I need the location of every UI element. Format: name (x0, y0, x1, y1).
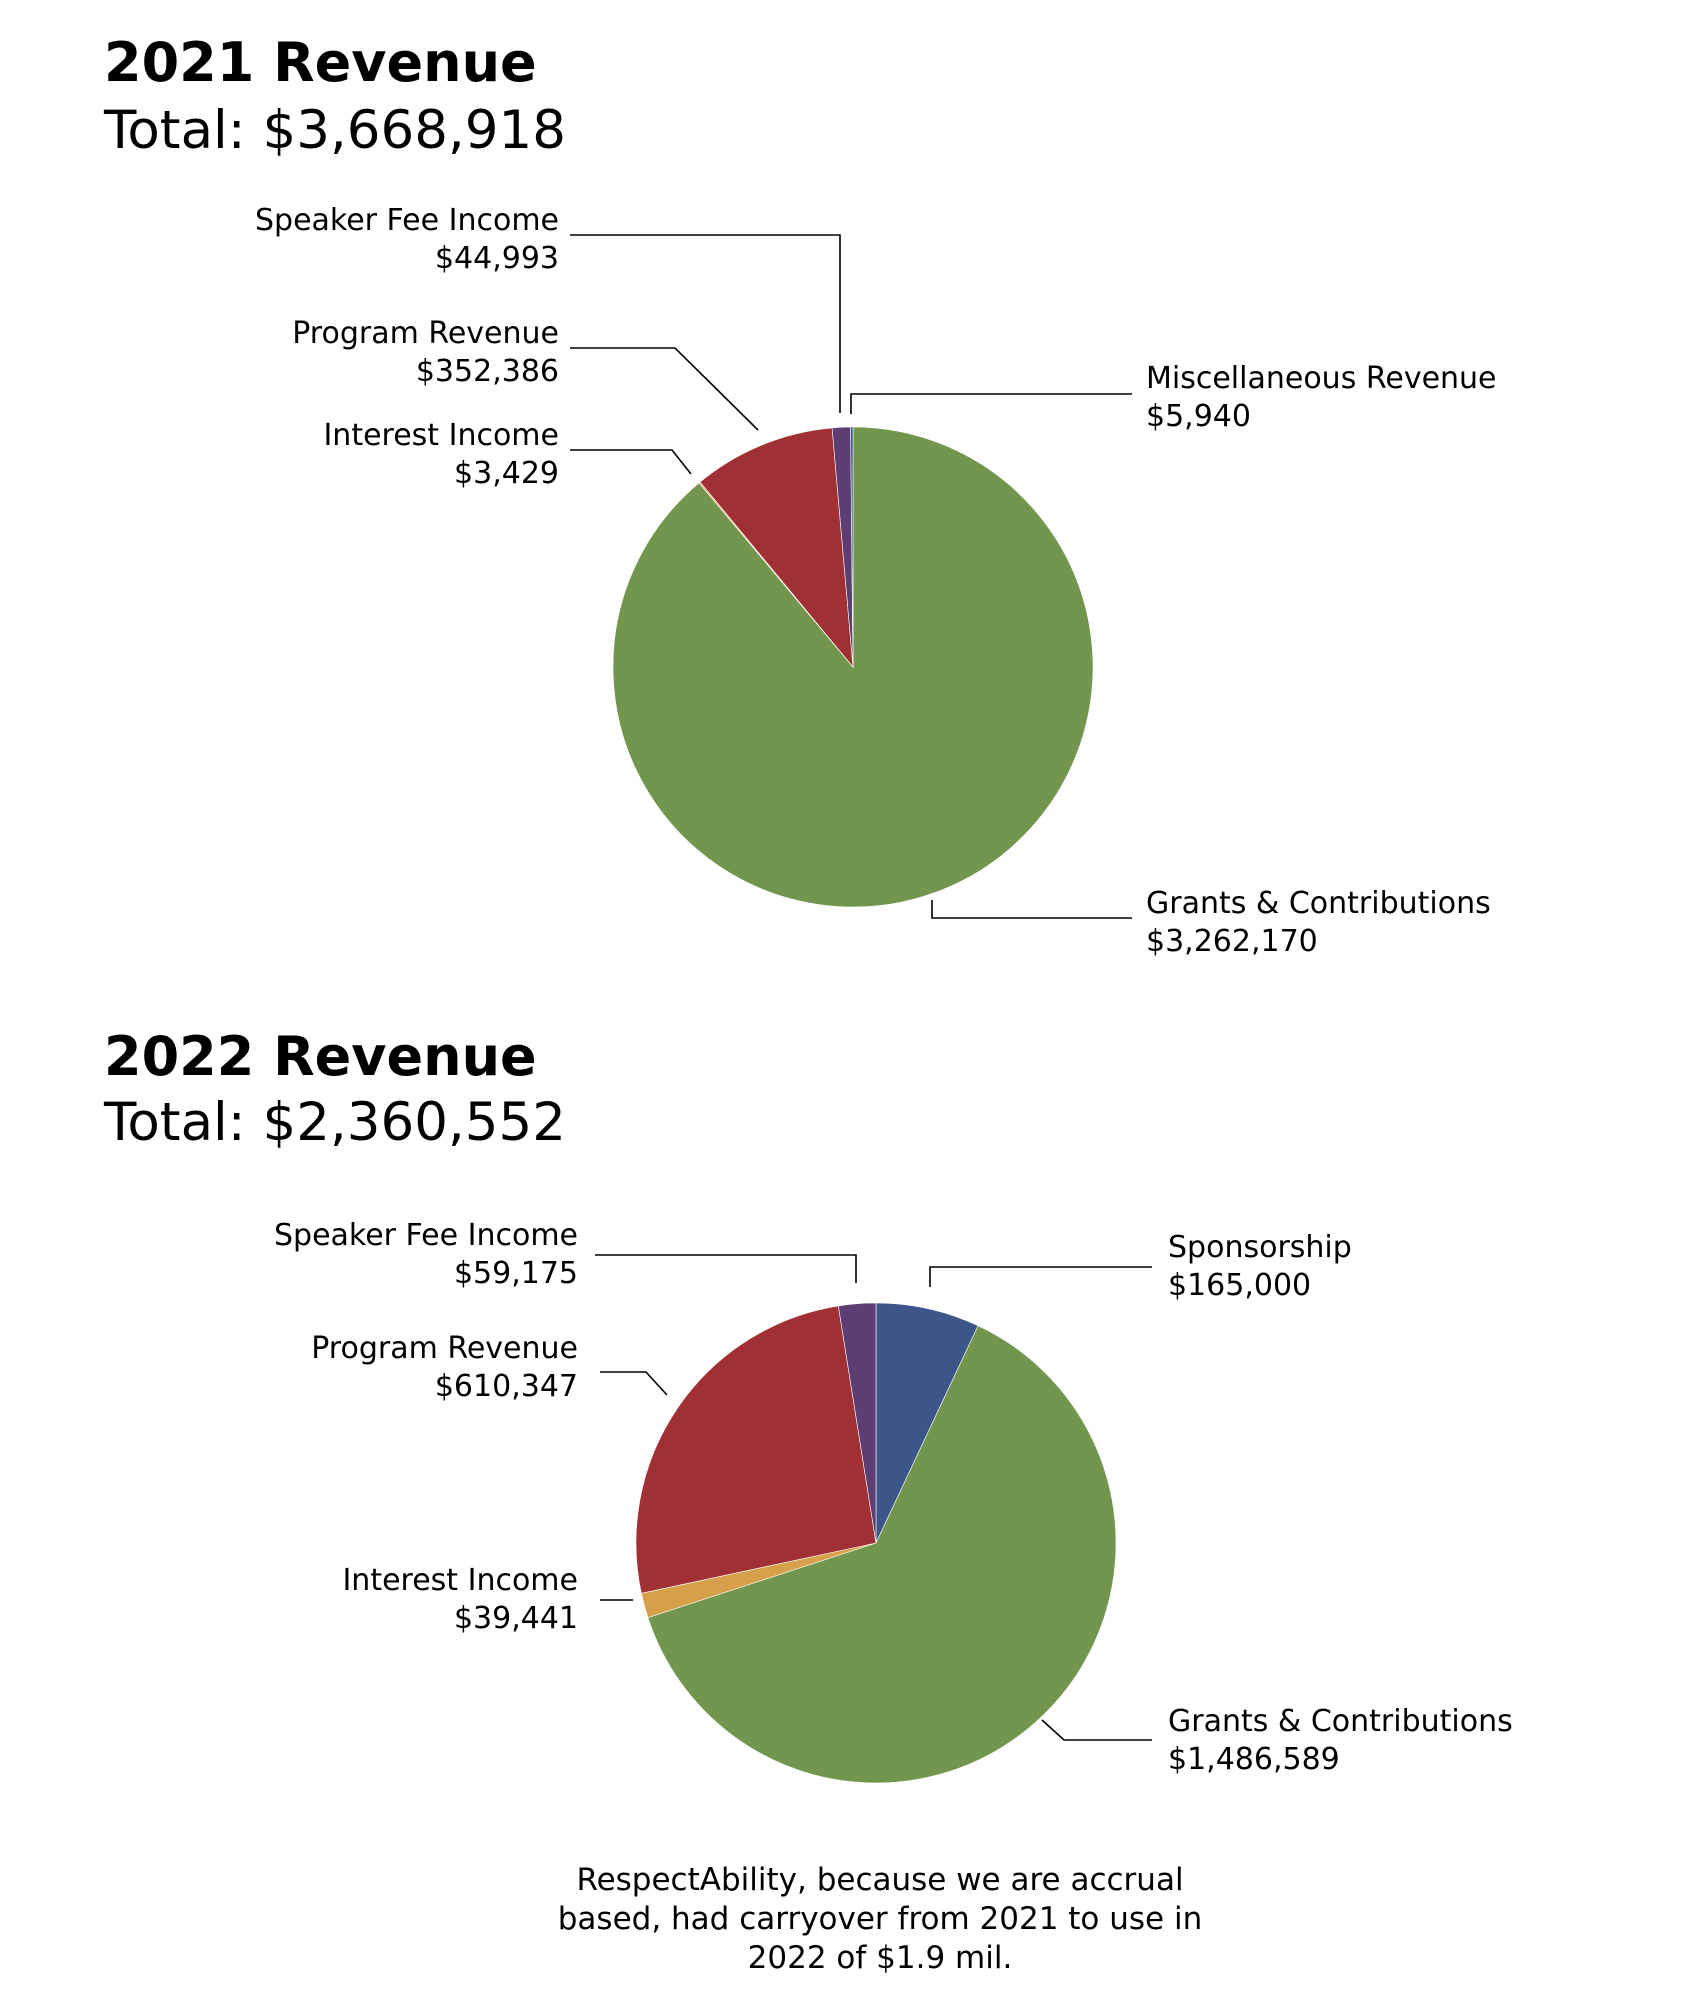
leader-line (1041, 1719, 1152, 1741)
slice-label-program-revenue: Program Revenue $352,386 (292, 316, 559, 389)
footnote-line: 2022 of $1.9 mil. (748, 1940, 1013, 1976)
footnote-line: RespectAbility, because we are accrual (576, 1862, 1183, 1898)
pie-slice-speaker-fee-income (838, 1302, 877, 1544)
chart-subtitle: Total: $3,668,918 (103, 100, 566, 161)
slice-label-interest-income: Interest Income $3,429 (323, 418, 559, 491)
chart-2022: 2022 Revenue Total: $2,360,552 Speaker F… (103, 1025, 1513, 1784)
leader-line (595, 1254, 857, 1283)
slice-label-grants-contributions: Grants & Contributions $3,262,170 (1146, 886, 1491, 959)
pie-2022 (635, 1302, 1117, 1784)
slice-label-value: $3,429 (454, 456, 559, 491)
leader-line (929, 1266, 1152, 1287)
slice-label-name: Program Revenue (292, 316, 559, 351)
slice-label-speaker-fee-income: Speaker Fee Income $44,993 (255, 203, 559, 276)
leader-line (570, 347, 759, 431)
slice-label-name: Speaker Fee Income (255, 203, 559, 238)
pie-slice-grants-contributions (647, 1325, 1117, 1784)
leader-line (570, 234, 841, 413)
pie-slice-sponsorship (875, 1302, 979, 1544)
slice-label-value: $39,441 (454, 1601, 578, 1636)
slice-label-value: $44,993 (435, 241, 559, 276)
chart-subtitle: Total: $2,360,552 (103, 1092, 566, 1153)
slice-label-name: Speaker Fee Income (274, 1218, 578, 1253)
slice-label-value: $3,262,170 (1146, 924, 1318, 959)
chart-title: 2021 Revenue (104, 31, 537, 94)
slice-label-name: Interest Income (323, 418, 559, 453)
slice-label-value: $610,347 (435, 1369, 578, 1404)
slice-label-grants-contributions: Grants & Contributions $1,486,589 (1168, 1704, 1513, 1777)
leader-line (570, 449, 692, 475)
slice-label-interest-income: Interest Income $39,441 (342, 1563, 578, 1636)
pie-slice-program-revenue (635, 1305, 877, 1594)
slice-label-name: Program Revenue (311, 1331, 578, 1366)
leader-line (931, 900, 1132, 919)
pie-2021 (612, 426, 1094, 908)
slice-label-miscellaneous-revenue: Miscellaneous Revenue $5,940 (1146, 361, 1497, 434)
footnote: RespectAbility, because we are accrual b… (558, 1862, 1202, 1976)
slice-label-program-revenue: Program Revenue $610,347 (311, 1331, 578, 1404)
pie-slice-program-revenue (699, 427, 854, 668)
leader-line (600, 1371, 668, 1396)
slice-label-name: Grants & Contributions (1146, 886, 1491, 921)
slice-label-value: $1,486,589 (1168, 1742, 1340, 1777)
leader-line (850, 393, 1132, 414)
slice-label-name: Grants & Contributions (1168, 1704, 1513, 1739)
slice-label-sponsorship: Sponsorship $165,000 (1168, 1230, 1352, 1303)
chart-title: 2022 Revenue (104, 1025, 537, 1088)
chart-2021: 2021 Revenue Total: $3,668,918 Speaker F… (103, 31, 1497, 959)
slice-label-value: $352,386 (416, 354, 559, 389)
pie-slice-miscellaneous-revenue (850, 426, 854, 668)
slice-label-name: Interest Income (342, 1563, 578, 1598)
footnote-line: based, had carryover from 2021 to use in (558, 1901, 1202, 1937)
slice-label-value: $5,940 (1146, 399, 1251, 434)
slice-label-speaker-fee-income: Speaker Fee Income $59,175 (274, 1218, 578, 1291)
slice-label-value: $59,175 (454, 1256, 578, 1291)
slice-label-name: Sponsorship (1168, 1230, 1352, 1265)
slice-label-value: $165,000 (1168, 1268, 1311, 1303)
slice-label-name: Miscellaneous Revenue (1146, 361, 1497, 396)
